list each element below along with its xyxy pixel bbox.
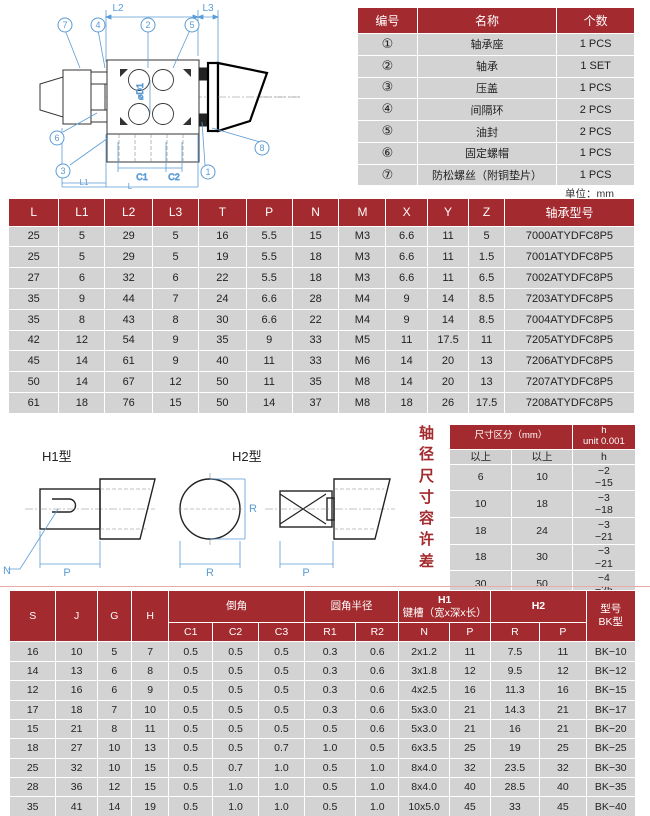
svg-text:R: R (249, 503, 257, 515)
svg-text:1: 1 (205, 167, 210, 177)
svg-text:4: 4 (95, 20, 100, 30)
svg-text:5: 5 (189, 20, 194, 30)
svg-text:3: 3 (60, 166, 65, 176)
svg-text:L: L (128, 182, 133, 190)
svg-text:N: N (3, 565, 11, 577)
svg-text:R: R (206, 567, 214, 579)
svg-text:⌀D1: ⌀D1 (135, 83, 145, 100)
svg-text:8: 8 (259, 143, 264, 153)
svg-text:L1: L1 (80, 178, 89, 187)
svg-text:C2: C2 (168, 172, 180, 182)
svg-text:6: 6 (54, 133, 59, 143)
svg-text:2: 2 (145, 20, 150, 30)
svg-text:L3: L3 (202, 3, 214, 14)
svg-text:C1: C1 (136, 172, 148, 182)
svg-text:P: P (63, 567, 70, 579)
svg-text:P: P (302, 567, 309, 579)
svg-text:7: 7 (62, 20, 67, 30)
svg-text:L2: L2 (112, 3, 124, 14)
